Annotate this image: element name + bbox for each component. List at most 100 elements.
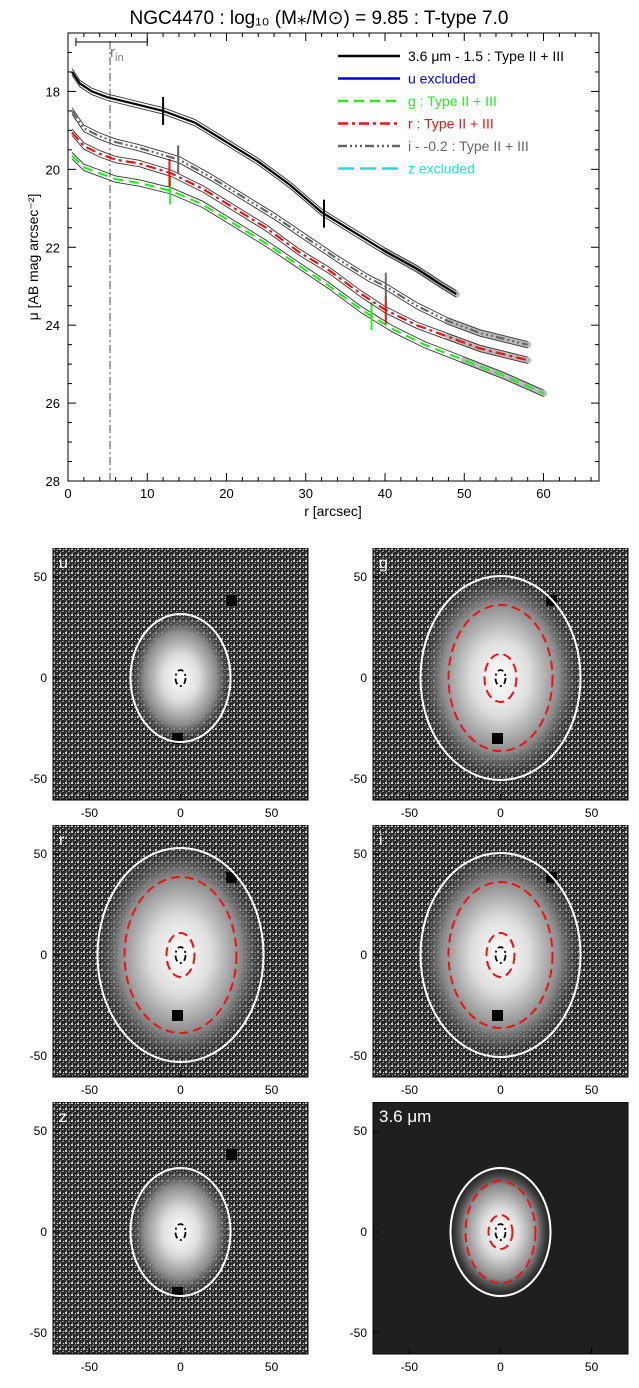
legend-label: r : Type II + III <box>408 116 494 132</box>
x-tick-label: 40 <box>378 486 392 501</box>
y-tick-label: 22 <box>46 240 60 255</box>
masked-source <box>226 595 237 606</box>
masked-source <box>492 1010 503 1021</box>
masked-source <box>226 872 237 883</box>
panel-y-tick: 0 <box>360 948 367 962</box>
panel-x-tick: 0 <box>497 1360 504 1374</box>
panel-label: g <box>379 555 388 572</box>
fit-line <box>71 113 528 349</box>
panel-x-tick: 50 <box>585 1360 599 1374</box>
image-panel-5: 3.6 μm -50 0 50 50 0 -50 <box>350 1102 629 1374</box>
panel-y-tick: 50 <box>34 1124 48 1138</box>
panel-x-tick: 0 <box>497 806 504 820</box>
panel-x-tick: -50 <box>81 1083 99 1097</box>
y-tick-label: 26 <box>46 396 60 411</box>
profile-line <box>71 154 544 395</box>
panel-x-tick: 0 <box>177 1360 184 1374</box>
outer-ellipse <box>419 852 582 1058</box>
fit-line <box>71 128 528 358</box>
outer-ellipse <box>129 613 232 743</box>
x-tick-label: 30 <box>299 486 313 501</box>
x-tick-label: 20 <box>219 486 233 501</box>
legend-label: i - -0.2 : Type II + III <box>408 138 529 154</box>
panel-x-tick: -50 <box>401 806 419 820</box>
outer-ellipse <box>96 847 265 1063</box>
inner-break-ellipse <box>485 932 516 978</box>
y-tick-label: 20 <box>46 162 60 177</box>
legend: 3.6 μm - 1.5 : Type II + III u excluded g … <box>338 48 564 177</box>
break-ellipse <box>464 1180 537 1284</box>
galaxy-glow <box>128 1164 233 1300</box>
break-ellipse <box>447 604 554 752</box>
axis-ticks: 0 10 20 30 40 50 60 18 20 22 24 26 28 <box>46 32 599 501</box>
series-1 <box>71 152 548 397</box>
galaxy-glow <box>416 570 585 786</box>
galaxy-glow <box>416 847 585 1063</box>
panel-y-tick: -50 <box>350 1326 368 1340</box>
rin-ellipse <box>494 946 507 964</box>
error-band <box>444 317 532 349</box>
outer-ellipse <box>129 1167 232 1297</box>
masked-source <box>172 1287 183 1298</box>
panel-y-tick: 0 <box>40 671 47 685</box>
series-0 <box>71 68 460 298</box>
panel-x-tick: 0 <box>177 806 184 820</box>
panel-y-tick: 50 <box>354 847 368 861</box>
y-tick-label: 24 <box>46 318 60 333</box>
fit-line <box>71 135 528 364</box>
panel-x-tick: 50 <box>265 1083 279 1097</box>
x-axis-label: r [arcsec] <box>304 503 362 519</box>
image-panel-4: z -50 0 50 50 0 -50 <box>30 1102 309 1374</box>
series-3 <box>71 107 532 349</box>
profile-chart: NGC4470 : log₁₀ (M⁎/M⊙) = 9.85 : T-type … <box>25 8 600 519</box>
panel-y-tick: 0 <box>40 948 47 962</box>
panel-label: r <box>59 832 65 849</box>
panel-x-tick: 0 <box>497 1083 504 1097</box>
outer-ellipse <box>419 575 582 781</box>
figure-title: NGC4470 : log₁₀ (M⁎/M⊙) = 9.85 : T-type … <box>130 8 509 29</box>
rin-ellipse <box>174 669 187 687</box>
panel-y-tick: 0 <box>40 1225 47 1239</box>
panel-label: 3.6 μm <box>379 1107 431 1126</box>
series-layer <box>71 68 548 397</box>
panel-x-tick: 50 <box>585 806 599 820</box>
legend-label: g : Type II + III <box>408 93 497 109</box>
legend-label: 3.6 μm - 1.5 : Type II + III <box>408 48 564 64</box>
galaxy-glow <box>93 842 268 1068</box>
legend-label: z excluded <box>408 161 475 177</box>
panel-x-tick: -50 <box>81 1360 99 1374</box>
y-axis-label: μ [AB mag arcsec⁻²] <box>25 194 41 321</box>
x-tick-label: 60 <box>536 486 550 501</box>
panel-x-tick: 50 <box>265 1360 279 1374</box>
panel-x-tick: -50 <box>401 1083 419 1097</box>
panel-x-tick: 0 <box>177 1083 184 1097</box>
panel-y-tick: 50 <box>354 1124 368 1138</box>
rin-ellipse <box>174 1223 187 1241</box>
panel-label: z <box>59 1109 67 1126</box>
masked-source <box>492 733 503 744</box>
panel-label: u <box>59 555 68 572</box>
panel-y-tick: 50 <box>354 570 368 584</box>
x-tick-label: 0 <box>64 486 71 501</box>
inner-break-ellipse <box>483 653 518 703</box>
image-panel-2: r -50 0 50 50 0 -50 <box>30 825 309 1097</box>
profile-line <box>71 131 528 362</box>
x-tick-label: 10 <box>140 486 154 501</box>
image-panel-3: i -50 0 50 50 0 -50 <box>350 825 629 1097</box>
x-tick-label: 50 <box>457 486 471 501</box>
series-2 <box>71 128 532 364</box>
inner-break-ellipse <box>165 932 196 978</box>
image-panel-0: u -50 0 50 50 0 -50 <box>30 548 309 820</box>
inner-break-ellipse <box>487 1214 514 1250</box>
masked-source <box>172 1010 183 1021</box>
panel-x-tick: 50 <box>585 1083 599 1097</box>
y-tick-label: 28 <box>46 474 60 489</box>
panel-x-tick: -50 <box>401 1360 419 1374</box>
legend-label: u excluded <box>408 71 476 87</box>
fit-line <box>71 158 544 397</box>
masked-source <box>172 733 183 744</box>
fit-line <box>71 68 457 292</box>
image-panel-1: g -50 0 50 50 0 -50 <box>350 548 629 820</box>
fit-line <box>71 107 528 342</box>
panel-y-tick: 0 <box>360 671 367 685</box>
